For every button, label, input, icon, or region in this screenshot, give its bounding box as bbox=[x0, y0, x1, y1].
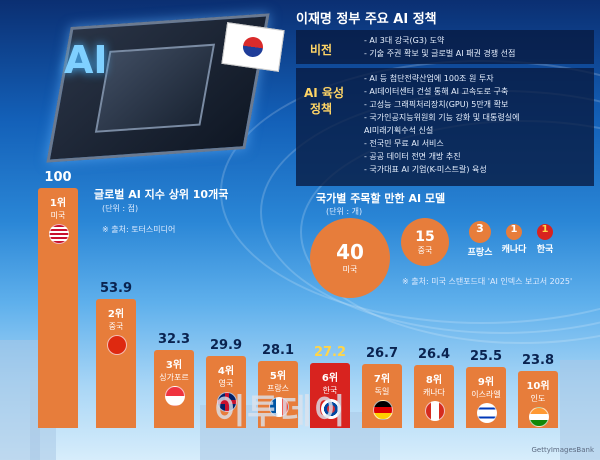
model-chart-unit: (단위 : 개) bbox=[326, 207, 363, 216]
policy-line: - 공공 데이터 전면 개방 추진 bbox=[364, 152, 461, 161]
bar-value-label: 23.8 bbox=[521, 352, 555, 368]
uk-flag-icon bbox=[217, 392, 237, 413]
bubble-value-label: 1 bbox=[541, 224, 549, 235]
fr-flag-icon bbox=[269, 396, 289, 417]
policy-box bbox=[296, 68, 594, 186]
bar-value-label: 26.7 bbox=[365, 345, 399, 361]
policy-line: - 국가대표 AI 기업(K-미스트랄) 육성 bbox=[364, 165, 487, 174]
in-flag-icon bbox=[529, 406, 549, 427]
il-flag-icon bbox=[477, 402, 497, 423]
bar-rank-label: 2위 bbox=[107, 308, 125, 320]
bubble: 40 미국 bbox=[310, 218, 390, 298]
bubble-value-label: 3 bbox=[476, 222, 484, 236]
us-flag-icon bbox=[49, 224, 69, 244]
vision-box bbox=[296, 30, 594, 64]
policy-line: - 전국민 무료 AI 서비스 bbox=[364, 139, 444, 148]
bar-category-label: 프랑스 bbox=[266, 383, 290, 393]
policy-line: - AI데이터센터 건설 통해 AI 고속도로 구축 bbox=[364, 87, 509, 96]
policy-line: - 고성능 그래픽처리장치(GPU) 5만개 확보 bbox=[364, 100, 509, 109]
bar-rank-label: 3위 bbox=[165, 360, 183, 372]
bar-rank-label: 10위 bbox=[526, 380, 550, 392]
bar-category-label: 미국 bbox=[50, 211, 66, 220]
model-chart-source: ※ 출처: 미국 스탠포드대 'AI 인덱스 보고서 2025' bbox=[402, 277, 573, 286]
bar bbox=[258, 360, 298, 428]
policy-label-2: 정책 bbox=[310, 102, 333, 116]
de-flag-icon bbox=[373, 399, 393, 420]
bubble-category-label: 중국 bbox=[417, 246, 433, 256]
bubble-category-label: 미국 bbox=[342, 265, 358, 274]
policy-line: - AI 등 첨단전략산업에 100조 원 투자 bbox=[364, 74, 494, 83]
index-chart-source: ※ 출처: 토터스미디어 bbox=[102, 225, 176, 234]
bubble-category-label: 캐나다 bbox=[501, 245, 527, 255]
bar-value-label: 32.3 bbox=[157, 332, 191, 348]
bubble: 1 bbox=[506, 224, 522, 240]
bubble: 1 bbox=[537, 224, 553, 240]
building-silhouette bbox=[560, 360, 600, 460]
watermark: 이투데이 bbox=[214, 392, 348, 432]
cn-flag-icon bbox=[107, 334, 127, 355]
bubble: 3 bbox=[469, 221, 491, 243]
bar-rank-label: 1위 bbox=[49, 198, 67, 209]
policy-line: - 국가인공지능위원회 기능 강화 및 대통령실에 bbox=[364, 113, 520, 122]
vision-label: 비전 bbox=[310, 43, 333, 57]
bar-value-label: 26.4 bbox=[417, 346, 451, 362]
bubble-value-label: 1 bbox=[510, 224, 518, 235]
sg-flag-icon bbox=[165, 386, 185, 407]
bar-rank-label: 5위 bbox=[269, 370, 287, 382]
bar-category-label: 영국 bbox=[218, 379, 234, 389]
korea-flag-icon bbox=[221, 22, 285, 72]
bar-category-label: 캐나다 bbox=[422, 387, 446, 397]
policy-label-1: AI 육성 bbox=[304, 86, 345, 100]
bar-rank-label: 9위 bbox=[477, 376, 495, 388]
policy-panel-title: 이재명 정부 주요 AI 정책 bbox=[296, 12, 437, 27]
bar-category-label: 중국 bbox=[108, 321, 124, 331]
bubble-category-label: 한국 bbox=[536, 245, 554, 255]
bar bbox=[206, 356, 246, 428]
bar-rank-label: 4위 bbox=[217, 366, 235, 378]
bubble-value-label: 40 bbox=[336, 240, 364, 264]
bar-value-label: 100 bbox=[44, 170, 72, 185]
bar-value-label: 27.2 bbox=[313, 344, 347, 360]
policy-panel: 이재명 정부 주요 AI 정책 비전 - AI 3대 강국(G3) 도약 - 기… bbox=[296, 8, 594, 186]
bar-rank-label: 6위 bbox=[321, 372, 339, 384]
vision-line: - AI 3대 강국(G3) 도약 bbox=[364, 36, 445, 45]
bar-value-label: 29.9 bbox=[209, 338, 243, 354]
bar-category-label: 싱가포르 bbox=[159, 373, 189, 383]
bar-category-label: 인도 bbox=[530, 393, 546, 403]
index-chart-unit: (단위 : 점) bbox=[102, 204, 139, 213]
bar-value-label: 25.5 bbox=[469, 348, 503, 364]
bar bbox=[96, 298, 136, 428]
bar-value-label: 53.9 bbox=[99, 280, 133, 296]
bubble-value-label: 15 bbox=[415, 229, 435, 246]
bubble-category-label: 프랑스 bbox=[467, 247, 493, 258]
bar-category-label: 이스라엘 bbox=[471, 389, 501, 399]
image-credit: GettyImagesBank bbox=[531, 446, 594, 454]
chip-ai-logo: AI bbox=[64, 38, 108, 82]
bar-rank-label: 7위 bbox=[373, 373, 391, 385]
model-chart-title: 국가별 주목할 만한 AI 모델 bbox=[316, 192, 446, 205]
bubble: 15 중국 bbox=[400, 217, 450, 267]
index-chart-title: 글로벌 AI 지수 상위 10개국 bbox=[94, 188, 229, 201]
ca-flag-icon bbox=[425, 400, 445, 421]
bar-category-label: 한국 bbox=[322, 385, 338, 395]
policy-line: AI미래기획수석 신설 bbox=[364, 126, 434, 135]
bar-category-label: 독일 bbox=[374, 386, 390, 396]
bar-value-label: 28.1 bbox=[261, 342, 295, 358]
taegeuk-icon bbox=[241, 35, 265, 59]
vision-line: - 기술 주권 확보 및 글로벌 AI 패권 경쟁 선점 bbox=[364, 49, 516, 58]
chip-core bbox=[94, 43, 216, 133]
kr-flag-icon bbox=[321, 398, 341, 419]
bar-rank-label: 8위 bbox=[425, 374, 443, 386]
